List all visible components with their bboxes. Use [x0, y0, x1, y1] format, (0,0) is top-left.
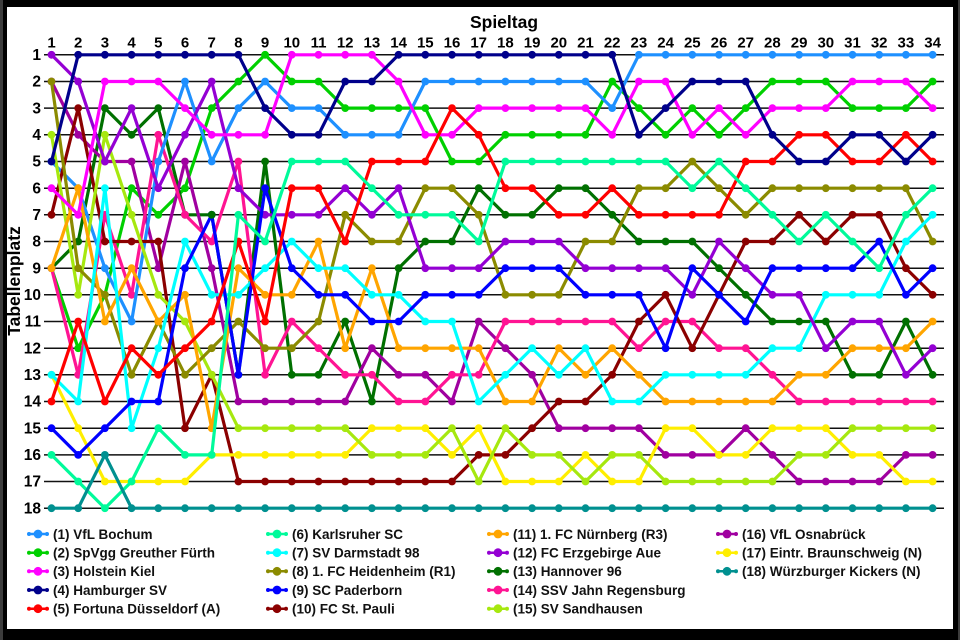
svg-text:16: 16 — [444, 35, 461, 52]
svg-text:6: 6 — [32, 180, 41, 197]
svg-text:31: 31 — [844, 35, 861, 52]
svg-text:1: 1 — [32, 47, 41, 64]
svg-text:25: 25 — [684, 35, 701, 52]
svg-text:12: 12 — [337, 35, 354, 52]
svg-text:(3) Holstein Kiel: (3) Holstein Kiel — [53, 564, 155, 579]
svg-text:33: 33 — [898, 35, 915, 52]
svg-text:(1) VfL Bochum: (1) VfL Bochum — [53, 527, 153, 542]
svg-text:9: 9 — [32, 260, 41, 277]
svg-text:12: 12 — [24, 340, 41, 357]
svg-text:2: 2 — [74, 35, 82, 52]
svg-text:11: 11 — [25, 314, 42, 331]
svg-text:(13) Hannover 96: (13) Hannover 96 — [513, 564, 622, 579]
svg-text:3: 3 — [101, 35, 109, 52]
svg-text:(15) SV Sandhausen: (15) SV Sandhausen — [513, 602, 643, 617]
svg-text:24: 24 — [657, 35, 674, 52]
svg-text:3: 3 — [32, 100, 41, 117]
svg-text:(8) 1. FC Heidenheim (R1): (8) 1. FC Heidenheim (R1) — [292, 564, 456, 579]
svg-text:9: 9 — [261, 35, 269, 52]
svg-text:5: 5 — [32, 154, 41, 171]
svg-text:19: 19 — [524, 35, 541, 52]
svg-text:(10) FC St. Pauli: (10) FC St. Pauli — [292, 602, 395, 617]
svg-text:(4) Hamburger SV: (4) Hamburger SV — [53, 583, 167, 598]
svg-text:(18) Würzburger Kickers (N): (18) Würzburger Kickers (N) — [742, 564, 921, 579]
svg-text:17: 17 — [470, 35, 487, 52]
svg-text:6: 6 — [181, 35, 189, 52]
svg-text:13: 13 — [364, 35, 381, 52]
svg-text:5: 5 — [154, 35, 162, 52]
svg-text:22: 22 — [604, 35, 621, 52]
svg-text:1: 1 — [47, 35, 55, 52]
svg-text:27: 27 — [737, 35, 754, 52]
svg-text:(16) VfL Osnabrück: (16) VfL Osnabrück — [742, 527, 866, 542]
svg-text:(11) 1. FC Nürnberg (R3): (11) 1. FC Nürnberg (R3) — [513, 527, 668, 542]
svg-text:4: 4 — [32, 127, 41, 144]
svg-text:(14) SSV Jahn Regensburg: (14) SSV Jahn Regensburg — [513, 583, 686, 598]
svg-text:10: 10 — [283, 35, 300, 52]
svg-text:Spieltag: Spieltag — [470, 12, 538, 32]
svg-text:18: 18 — [497, 35, 514, 52]
svg-text:26: 26 — [711, 35, 728, 52]
svg-text:(5) Fortuna Düsseldorf (A): (5) Fortuna Düsseldorf (A) — [53, 602, 220, 617]
svg-text:11: 11 — [311, 35, 327, 52]
svg-text:32: 32 — [871, 35, 888, 52]
svg-text:4: 4 — [127, 35, 136, 52]
svg-text:21: 21 — [577, 35, 594, 52]
svg-text:2: 2 — [32, 74, 41, 91]
svg-text:8: 8 — [234, 35, 242, 52]
svg-text:7: 7 — [208, 35, 216, 52]
svg-text:29: 29 — [791, 35, 808, 52]
svg-text:13: 13 — [24, 367, 42, 384]
svg-text:(6) Karlsruher SC: (6) Karlsruher SC — [292, 527, 403, 542]
svg-text:30: 30 — [817, 35, 834, 52]
svg-text:16: 16 — [24, 447, 42, 464]
svg-text:Tabellenplatz: Tabellenplatz — [4, 226, 24, 336]
svg-text:23: 23 — [631, 35, 648, 52]
svg-text:10: 10 — [24, 287, 41, 304]
svg-text:7: 7 — [32, 207, 41, 224]
svg-text:(12) FC Erzgebirge Aue: (12) FC Erzgebirge Aue — [513, 546, 662, 561]
svg-text:14: 14 — [24, 394, 42, 411]
svg-text:28: 28 — [764, 35, 781, 52]
svg-text:17: 17 — [24, 474, 41, 491]
svg-text:34: 34 — [924, 35, 941, 52]
svg-text:(2) SpVgg Greuther Fürth: (2) SpVgg Greuther Fürth — [53, 546, 215, 561]
svg-text:15: 15 — [24, 420, 42, 437]
svg-text:8: 8 — [32, 234, 41, 251]
svg-text:(17) Eintr. Braunschweig (N): (17) Eintr. Braunschweig (N) — [742, 546, 922, 561]
svg-text:18: 18 — [24, 500, 42, 517]
svg-text:15: 15 — [417, 35, 434, 52]
svg-text:(9) SC Paderborn: (9) SC Paderborn — [292, 583, 402, 598]
svg-text:20: 20 — [550, 35, 567, 52]
svg-text:14: 14 — [390, 35, 407, 52]
svg-text:(7) SV Darmstadt 98: (7) SV Darmstadt 98 — [292, 546, 420, 561]
